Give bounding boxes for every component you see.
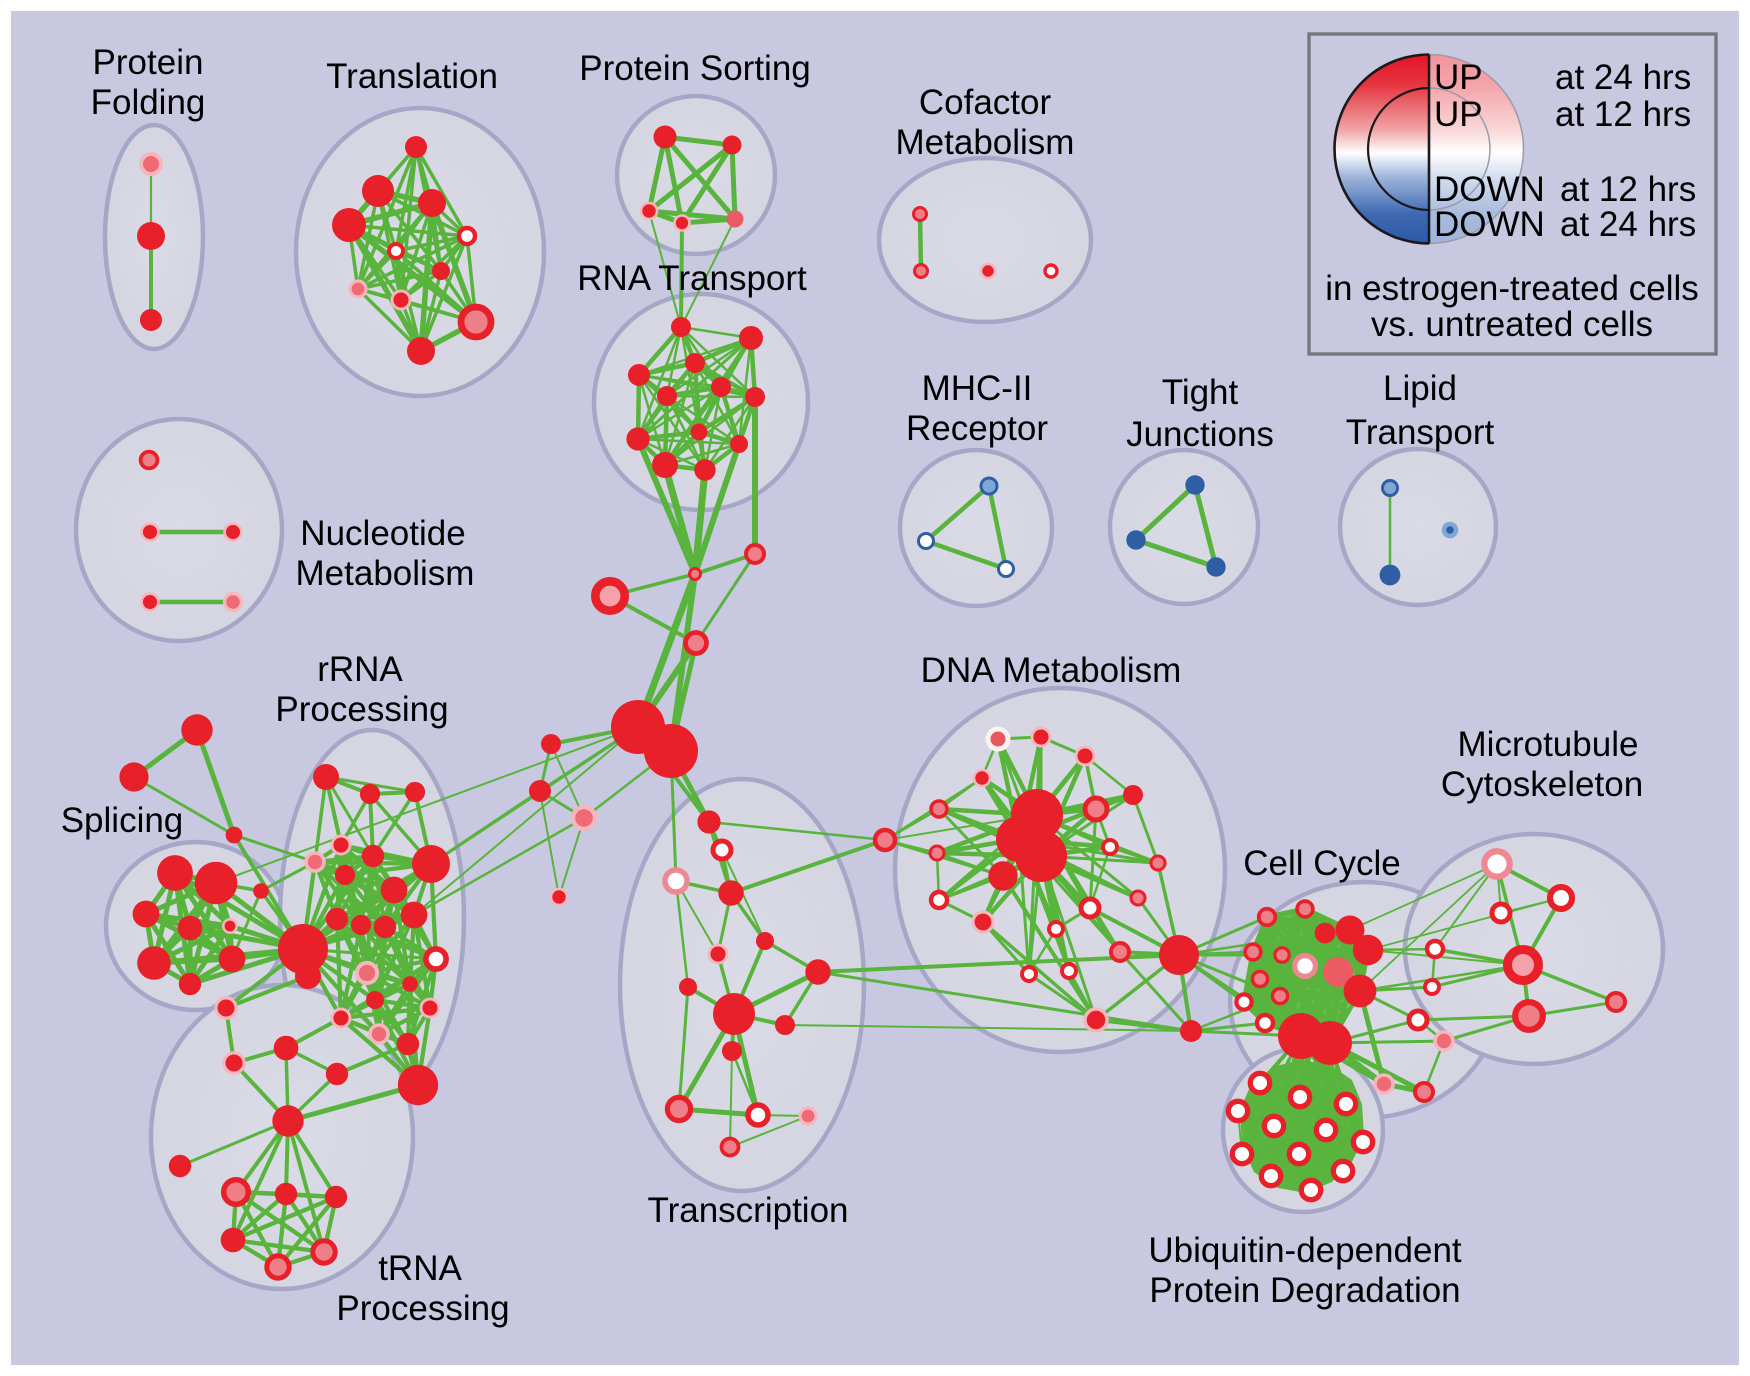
svg-text:in estrogen-treated cells: in estrogen-treated cells [1325,269,1699,308]
svg-text:Processing: Processing [336,1289,509,1328]
svg-text:DOWN: DOWN [1434,205,1545,244]
svg-text:Metabolism: Metabolism [896,123,1075,162]
svg-text:rRNA: rRNA [317,650,403,689]
svg-text:RNA Transport: RNA Transport [577,259,807,298]
svg-text:at 12 hrs: at 12 hrs [1560,170,1696,209]
svg-text:Junctions: Junctions [1126,415,1274,454]
svg-text:Transcription: Transcription [648,1191,849,1230]
svg-text:Folding: Folding [91,83,206,122]
svg-text:Cell Cycle: Cell Cycle [1243,844,1401,883]
svg-text:at 24 hrs: at 24 hrs [1555,58,1691,97]
svg-text:Cofactor: Cofactor [919,83,1052,122]
svg-text:DOWN: DOWN [1434,170,1545,209]
svg-text:Lipid: Lipid [1383,369,1457,408]
svg-text:UP: UP [1434,58,1483,97]
svg-text:Nucleotide: Nucleotide [300,514,465,553]
svg-text:Transport: Transport [1346,413,1495,452]
svg-text:Splicing: Splicing [61,801,184,840]
svg-text:Protein: Protein [93,43,204,82]
svg-text:UP: UP [1434,95,1483,134]
svg-text:tRNA: tRNA [378,1249,462,1288]
svg-text:Translation: Translation [326,57,498,96]
svg-text:Receptor: Receptor [906,409,1048,448]
svg-text:Protein Sorting: Protein Sorting [579,49,811,88]
svg-text:Ubiquitin-dependent: Ubiquitin-dependent [1148,1231,1462,1270]
svg-text:Metabolism: Metabolism [296,554,475,593]
svg-text:at 24 hrs: at 24 hrs [1560,205,1696,244]
svg-text:MHC-II: MHC-II [922,369,1033,408]
svg-text:Tight: Tight [1162,373,1239,412]
svg-text:DNA Metabolism: DNA Metabolism [921,651,1182,690]
svg-text:Cytoskeleton: Cytoskeleton [1441,765,1643,804]
svg-text:at 12 hrs: at 12 hrs [1555,95,1691,134]
svg-text:Protein Degradation: Protein Degradation [1149,1271,1460,1310]
svg-text:Processing: Processing [275,690,448,729]
svg-text:vs. untreated cells: vs. untreated cells [1371,305,1653,344]
svg-text:Microtubule: Microtubule [1458,725,1639,764]
